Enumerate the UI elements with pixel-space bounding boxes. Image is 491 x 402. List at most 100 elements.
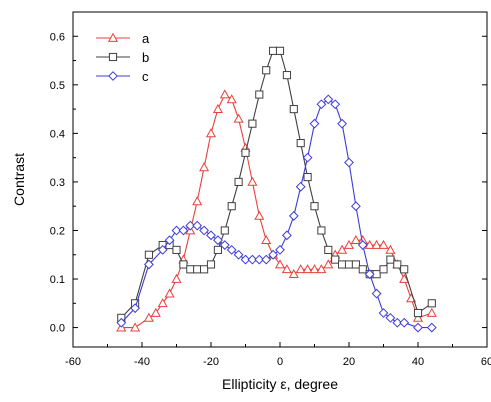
series-c-point — [261, 254, 272, 265]
series-a-point — [302, 264, 313, 274]
series-c-point — [357, 240, 368, 250]
series-b-point — [289, 105, 298, 114]
series-b-point — [400, 265, 409, 274]
series-c-point — [288, 211, 299, 221]
series-b-point — [241, 148, 250, 157]
series-b-point — [379, 265, 388, 274]
series-c-point — [295, 181, 306, 192]
series-c-point — [399, 317, 410, 328]
series-a-point — [281, 264, 292, 274]
series-b-point — [413, 308, 423, 318]
series-a-point — [143, 312, 154, 322]
series-a-point — [233, 113, 244, 123]
y-axis-title: Contrast — [11, 153, 27, 206]
legend-label-b: b — [142, 50, 149, 65]
series-a-point — [130, 322, 141, 332]
series-b-point — [269, 46, 278, 55]
series-b-point — [234, 177, 243, 186]
series-b-point — [227, 202, 236, 211]
series-c-point — [157, 244, 168, 255]
series-c-point — [302, 152, 313, 163]
series-layer — [116, 46, 437, 333]
x-tick-label: -40 — [134, 356, 150, 368]
series-a-point — [412, 312, 424, 322]
series-b-point — [282, 71, 291, 80]
series-b-point — [296, 139, 305, 148]
series-c-point — [268, 249, 279, 260]
series-b-point — [144, 250, 153, 259]
series-a-point — [199, 162, 210, 172]
y-tick-label: 0.4 — [50, 128, 65, 140]
y-tick-label: 0.2 — [50, 225, 65, 237]
series-c-point — [281, 230, 292, 241]
x-tick-label: -20 — [203, 356, 219, 368]
series-b — [117, 46, 436, 322]
series-a-point — [350, 234, 361, 245]
series-c-point — [171, 225, 182, 236]
series-b-point — [186, 265, 195, 274]
series-c-point — [233, 249, 244, 260]
series-a-point — [219, 89, 230, 99]
series-b-point — [351, 260, 360, 269]
x-tick-label: 60 — [481, 356, 491, 368]
series-a-point — [205, 128, 217, 138]
series-c-point — [130, 303, 141, 314]
series-c-point — [392, 317, 403, 328]
series-a-point — [261, 234, 272, 245]
legend: abc — [96, 31, 150, 84]
series-a-point — [226, 94, 237, 104]
series-b-point — [220, 226, 229, 235]
axes: -60 -40 -20 0 20 40 60 0.0 0.1 0.2 0.3 0.4 0.5 0.6 — [50, 31, 491, 368]
series-a-point — [212, 103, 223, 113]
series-c-point — [116, 317, 127, 328]
series-a — [116, 89, 437, 332]
y-tick-label: 0.1 — [50, 274, 65, 286]
series-c-point — [143, 259, 154, 270]
series-b-point — [193, 265, 202, 274]
series-a-point — [378, 239, 389, 249]
x-tick-label: 40 — [412, 356, 424, 368]
series-a-point — [254, 210, 265, 220]
series-c-point — [254, 254, 265, 265]
series-c-point — [199, 225, 210, 236]
series-a-point — [343, 239, 355, 249]
series-a-point — [274, 259, 286, 269]
series-c-point — [275, 244, 285, 255]
series-b-line — [120, 50, 433, 319]
series-c-point — [413, 322, 423, 333]
series-c-point — [219, 240, 230, 250]
series-b-point — [386, 255, 395, 264]
series-b-point — [331, 255, 340, 264]
series-a-point — [371, 239, 382, 249]
series-a-point — [323, 259, 334, 269]
series-b-point — [255, 90, 264, 99]
x-tick-label: 20 — [343, 356, 355, 368]
series-a-point — [316, 264, 327, 274]
series-c-point — [364, 269, 375, 280]
plot-frame — [72, 11, 488, 348]
series-a-point — [164, 288, 175, 298]
series-c — [116, 94, 437, 333]
legend-label-c: c — [142, 69, 149, 84]
series-c-point — [178, 225, 189, 236]
series-c-point — [426, 322, 437, 333]
legend-label-a: a — [142, 31, 150, 46]
series-c-point — [206, 230, 216, 241]
legend-marker-a — [107, 32, 119, 42]
x-axis-title: Ellipticity ε, degree — [222, 376, 338, 392]
series-c-point — [185, 220, 196, 231]
series-b-point — [303, 173, 312, 182]
series-a-point — [192, 196, 203, 206]
series-a-point — [247, 176, 258, 186]
series-b-point — [344, 260, 354, 269]
series-b-point — [310, 202, 319, 211]
series-c-point — [323, 94, 334, 105]
series-b-point — [427, 299, 436, 308]
series-a-point — [337, 244, 348, 254]
series-a-point — [171, 273, 182, 283]
series-b-point — [317, 226, 326, 235]
series-b-point — [172, 245, 181, 254]
series-a-point — [399, 273, 410, 283]
series-c-point — [371, 288, 382, 299]
series-b-point — [248, 119, 257, 128]
